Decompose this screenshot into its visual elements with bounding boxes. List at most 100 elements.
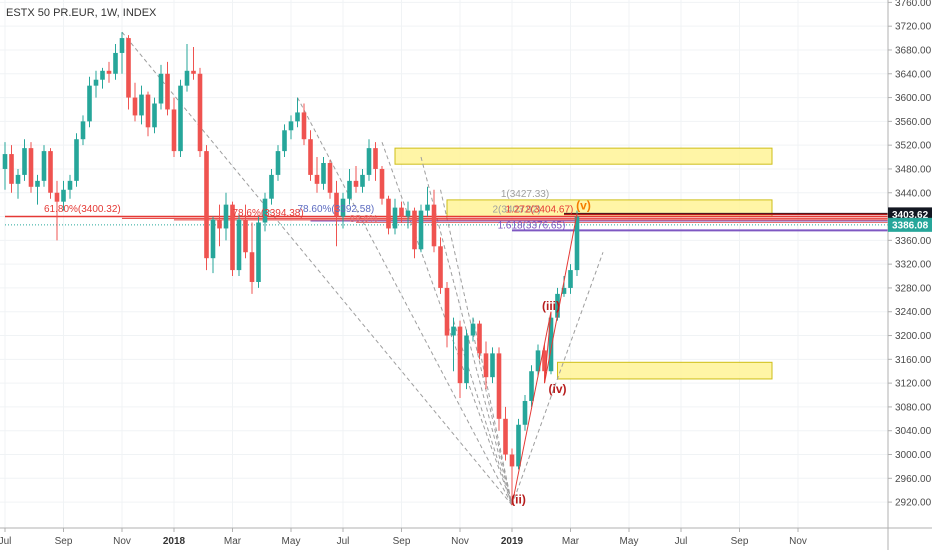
candle-body: [561, 287, 567, 294]
fib-annotation: 78.60%(3392.58): [298, 204, 375, 215]
candle-body: [158, 73, 164, 104]
candle: [165, 61, 170, 116]
candle-body: [171, 109, 177, 152]
annotations: 61.80%(3400.32) 78.6%(3394.38)78.60%(3392…: [44, 189, 591, 506]
candle: [184, 44, 190, 92]
x-tick-label: Sep: [393, 536, 411, 547]
wave-label: (v): [576, 198, 591, 212]
candle: [477, 320, 482, 360]
time-axis[interactable]: Jul Sep Nov 2018 Mar May Jul Sep Nov 2019 Mar May Ju…: [0, 527, 932, 547]
candle-body: [425, 204, 430, 211]
candle-body: [555, 293, 560, 318]
candle: [412, 207, 417, 259]
highlight-zone: [557, 361, 773, 380]
candle: [230, 201, 235, 277]
candle: [340, 192, 346, 229]
candle: [483, 341, 489, 390]
wave-label: (iii): [542, 299, 560, 313]
wave-line: [544, 311, 552, 384]
y-tick-label: 3200.00: [895, 331, 932, 342]
candle-body: [256, 222, 261, 282]
fan-line: [453, 320, 513, 506]
candle-body: [61, 189, 66, 202]
y-tick-label: 3240.00: [895, 307, 932, 318]
candle: [347, 168, 352, 205]
candle: [249, 222, 255, 294]
candle-body: [444, 287, 450, 336]
candle-body: [438, 246, 443, 288]
candle: [392, 198, 398, 235]
x-tick-label: Jul: [337, 536, 350, 547]
fib-annotation: 1.272(3404.67): [506, 204, 574, 215]
candle-body: [191, 70, 196, 74]
candle-body: [152, 103, 157, 128]
x-tick-label: Jul: [0, 536, 11, 547]
candle-body: [204, 151, 209, 259]
candles: [2, 32, 580, 506]
x-tick-label: 2019: [501, 536, 524, 547]
candle: [535, 344, 541, 378]
candle-body: [353, 180, 359, 187]
candle-body: [249, 252, 255, 282]
candle: [119, 32, 125, 74]
x-tick-label: 2018: [163, 536, 186, 547]
candle: [522, 395, 528, 431]
candle-body: [334, 192, 339, 217]
y-tick-label: 3600.00: [895, 93, 932, 104]
candle: [431, 189, 437, 253]
candle-body: [210, 219, 216, 259]
candle-body: [288, 121, 294, 131]
x-tick-label: Mar: [224, 536, 242, 547]
candle-body: [80, 121, 86, 140]
candle: [314, 157, 320, 193]
candle: [204, 145, 209, 271]
candle-body: [9, 154, 14, 184]
y-tick-label: 3640.00: [895, 69, 932, 80]
candle-body: [230, 204, 235, 271]
candle-body: [28, 148, 34, 187]
highlight-zone: [394, 147, 773, 165]
candle: [308, 130, 313, 181]
candle: [464, 329, 469, 390]
candle: [152, 97, 157, 134]
candle-body: [392, 207, 398, 229]
candle-body: [548, 317, 554, 372]
x-tick-label: Nov: [451, 536, 469, 547]
candle: [113, 44, 118, 80]
candle: [28, 142, 34, 193]
x-tick-label: May: [620, 536, 639, 547]
candle-body: [490, 353, 495, 378]
y-tick-label: 3320.00: [895, 260, 932, 271]
candle: [256, 216, 261, 288]
candle-body: [327, 163, 333, 193]
y-tick-label: 2960.00: [895, 474, 932, 485]
candle-body: [54, 192, 60, 202]
candle: [100, 67, 105, 89]
candle-body: [509, 454, 515, 467]
fan-line: [440, 189, 513, 506]
candle-body: [48, 151, 53, 193]
candle: [210, 216, 216, 274]
wave-label: (ii): [511, 492, 526, 506]
fib-annotation: 61.80%(3400.32): [44, 204, 121, 215]
candle: [509, 448, 515, 506]
fan-line: [511, 252, 604, 506]
candle: [35, 174, 40, 205]
candle: [418, 204, 424, 253]
candle-body: [15, 174, 21, 184]
y-tick-label: 3000.00: [895, 450, 932, 461]
candle-body: [217, 219, 222, 229]
fibonacci-levels: [5, 212, 888, 232]
candle: [74, 133, 79, 187]
candle-body: [431, 204, 437, 247]
price-tag: 3386.08: [888, 217, 932, 232]
candle-body: [529, 371, 534, 401]
candle-body: [132, 97, 138, 116]
y-tick-label: 3360.00: [895, 236, 932, 247]
y-tick-label: 3040.00: [895, 426, 932, 437]
y-tick-label: 3440.00: [895, 188, 932, 199]
candle-body: [106, 70, 112, 74]
candle: [444, 281, 450, 348]
candle: [301, 103, 307, 146]
